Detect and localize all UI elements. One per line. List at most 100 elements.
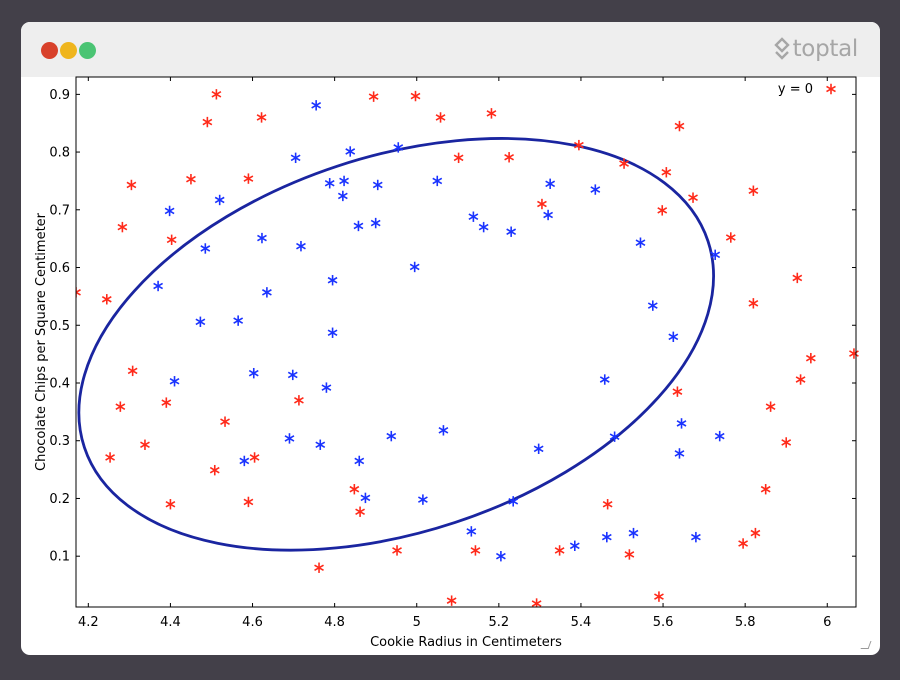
data-point — [609, 431, 620, 442]
x-tick-label: 6 — [823, 615, 831, 630]
data-point — [805, 352, 816, 364]
data-point — [590, 184, 601, 195]
legend: y = 0 — [778, 82, 836, 97]
y-tick-label: 0.2 — [49, 492, 70, 507]
data-point — [290, 152, 301, 164]
data-point — [349, 484, 360, 495]
data-point — [537, 198, 547, 210]
data-point — [200, 243, 211, 254]
data-point — [654, 591, 664, 602]
data-point — [619, 158, 629, 169]
data-point — [345, 146, 356, 157]
data-point — [248, 367, 259, 379]
data-point — [164, 205, 175, 217]
data-point — [249, 452, 260, 463]
close-window-button[interactable] — [41, 42, 58, 59]
data-point — [314, 562, 324, 573]
y-tick-label: 0.5 — [49, 319, 70, 334]
data-point — [446, 595, 457, 606]
data-point — [750, 527, 761, 539]
data-point — [760, 484, 771, 495]
data-point — [468, 211, 479, 222]
data-point — [355, 506, 365, 517]
data-point — [748, 185, 759, 196]
data-point — [296, 240, 306, 252]
data-point — [672, 386, 683, 397]
data-point — [327, 275, 338, 286]
data-point — [628, 527, 639, 539]
data-point — [127, 365, 138, 377]
data-point — [233, 315, 244, 326]
data-point — [410, 90, 421, 102]
data-point — [315, 439, 326, 450]
data-point — [117, 221, 128, 233]
data-point — [466, 526, 477, 537]
data-point — [165, 499, 176, 510]
y-tick-label: 0.4 — [49, 376, 70, 391]
data-point — [453, 152, 464, 164]
data-point — [781, 437, 792, 448]
data-point — [284, 433, 295, 444]
data-point — [261, 287, 272, 298]
data-point — [602, 499, 613, 510]
data-point — [849, 348, 859, 359]
data-point — [195, 316, 206, 327]
data-point — [324, 178, 335, 189]
data-point — [287, 369, 298, 381]
data-point — [599, 374, 610, 385]
data-points — [76, 89, 859, 607]
data-point — [647, 300, 658, 311]
data-point — [688, 192, 698, 203]
data-point — [795, 374, 806, 385]
data-point — [186, 173, 196, 185]
data-point — [478, 221, 489, 233]
browser-window: toptal 4.2 4.4 4.6 4.8 5 5.2 5.4 5.6 5.8 6 0.1 0.2 0… — [21, 22, 880, 655]
data-point — [738, 538, 749, 549]
axis-ticks — [76, 77, 856, 607]
data-point — [508, 496, 519, 507]
data-point — [435, 112, 446, 123]
y-tick-label: 0.9 — [49, 88, 70, 103]
data-point — [166, 234, 177, 246]
data-point — [438, 425, 449, 436]
data-point — [495, 550, 506, 562]
data-point — [209, 464, 220, 476]
minimize-window-button[interactable] — [60, 42, 77, 59]
y-tick-label: 0.3 — [49, 434, 70, 449]
data-point — [533, 443, 544, 455]
data-point — [545, 178, 556, 190]
data-point — [257, 232, 267, 244]
data-point — [126, 179, 137, 191]
data-point — [748, 298, 759, 309]
data-point — [386, 430, 397, 442]
y-tick-label: 0.7 — [49, 203, 70, 218]
scatter-chart: 4.2 4.4 4.6 4.8 5 5.2 5.4 5.6 5.8 6 0.1 0.2 0.3 0.4 0.… — [34, 76, 859, 650]
data-point — [368, 91, 379, 102]
data-point — [76, 287, 81, 298]
data-point — [202, 116, 213, 128]
data-point — [690, 531, 701, 543]
data-point — [354, 455, 365, 467]
data-point — [486, 108, 497, 119]
data-point — [506, 226, 517, 237]
series-1 — [153, 100, 725, 562]
data-point — [392, 545, 402, 556]
data-point — [115, 401, 126, 412]
data-point — [256, 112, 267, 123]
window-titlebar: toptal — [21, 22, 880, 77]
data-point — [409, 261, 420, 273]
data-point — [321, 382, 332, 393]
maximize-window-button[interactable] — [79, 42, 96, 59]
data-point — [504, 152, 515, 163]
x-tick-label: 5.2 — [488, 615, 509, 630]
data-point — [220, 416, 230, 427]
data-point — [417, 494, 428, 505]
x-axis-label: Cookie Radius in Centimeters — [370, 635, 562, 650]
data-point — [214, 194, 225, 206]
data-point — [635, 237, 646, 248]
y-tick-label: 0.6 — [49, 261, 70, 276]
data-point — [393, 142, 404, 153]
data-point — [370, 217, 381, 229]
data-point — [765, 401, 776, 412]
y-axis-label: Chocolate Chips per Square Centimeter — [34, 212, 49, 471]
